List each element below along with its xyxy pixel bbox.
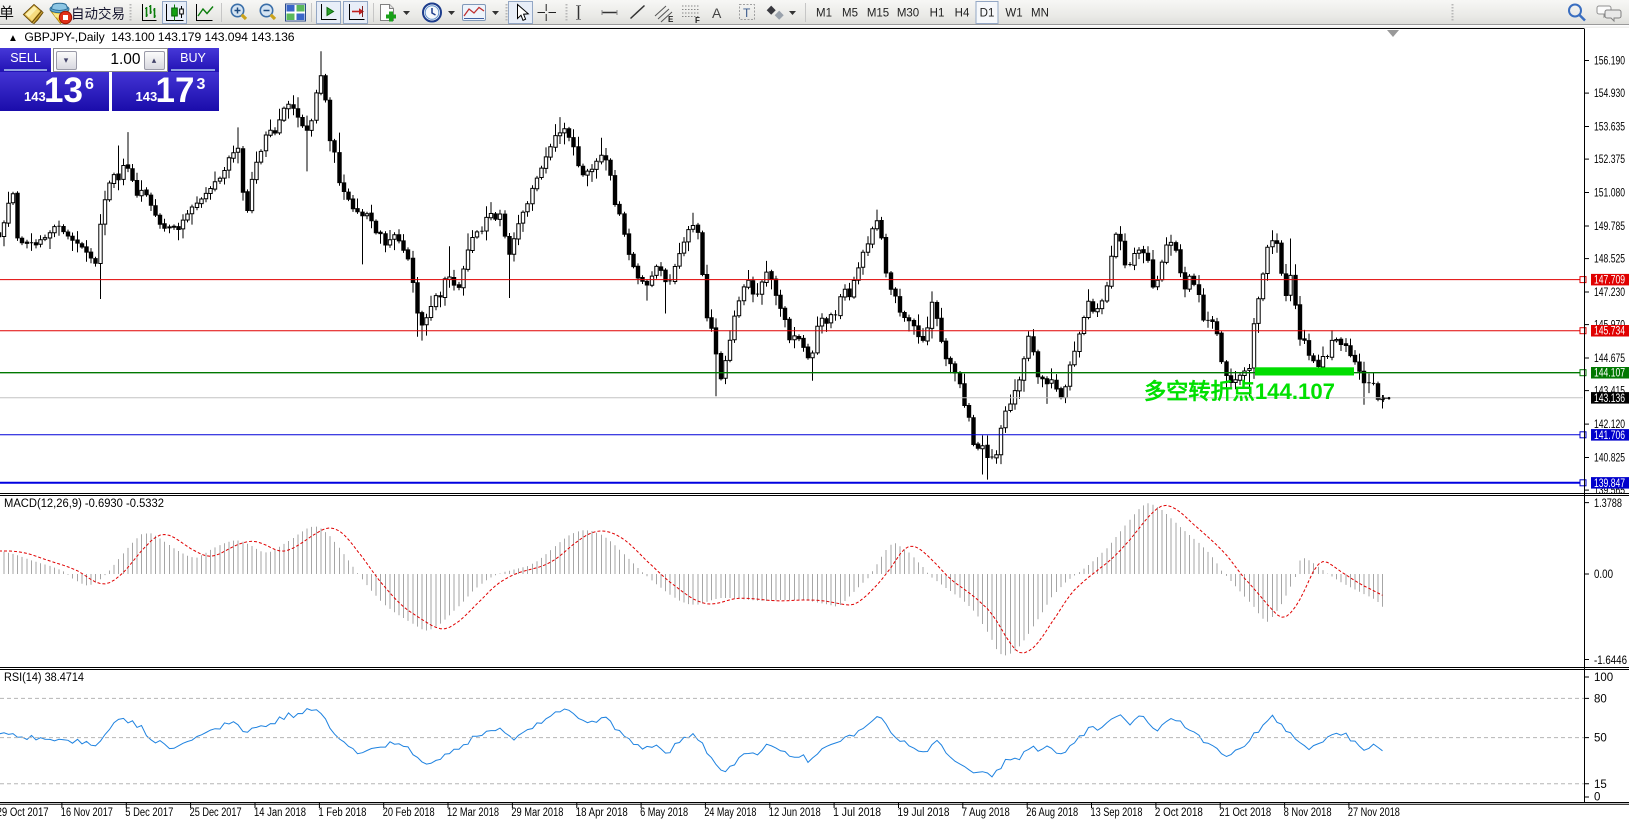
svg-text:144.107: 144.107	[1594, 368, 1625, 380]
svg-text:143.136: 143.136	[1594, 393, 1625, 405]
svg-text:-1.6446: -1.6446	[1594, 655, 1627, 667]
svg-text:M30: M30	[897, 8, 919, 20]
svg-text:多空转折点144.107: 多空转折点144.107	[1144, 379, 1335, 404]
svg-text:100: 100	[1594, 672, 1613, 684]
svg-text:142.120: 142.120	[1594, 419, 1625, 431]
svg-text:26 Aug 2018: 26 Aug 2018	[1026, 807, 1078, 819]
svg-text:RSI(14) 38.4714: RSI(14) 38.4714	[4, 672, 85, 684]
svg-text:MN: MN	[1031, 8, 1049, 20]
svg-text:单: 单	[0, 5, 14, 22]
svg-text:29 Oct 2017: 29 Oct 2017	[0, 807, 49, 819]
svg-text:18 Apr 2018: 18 Apr 2018	[576, 807, 628, 819]
svg-text:F: F	[695, 16, 700, 25]
svg-text:27 Nov 2018: 27 Nov 2018	[1348, 807, 1400, 819]
svg-text:152.375: 152.375	[1594, 154, 1625, 166]
svg-text:H1: H1	[930, 8, 945, 20]
svg-text:20 Feb 2018: 20 Feb 2018	[383, 807, 435, 819]
svg-text:139.847: 139.847	[1594, 478, 1625, 490]
svg-text:16 Nov 2017: 16 Nov 2017	[61, 807, 113, 819]
svg-text:M15: M15	[867, 8, 889, 20]
svg-text:5 Dec 2017: 5 Dec 2017	[125, 807, 173, 819]
svg-text:21 Oct 2018: 21 Oct 2018	[1219, 807, 1271, 819]
svg-text:7 Aug 2018: 7 Aug 2018	[962, 807, 1010, 819]
svg-text:149.785: 149.785	[1594, 221, 1625, 233]
svg-text:140.825: 140.825	[1594, 453, 1625, 465]
svg-text:50: 50	[1594, 733, 1607, 745]
svg-text:29 Mar 2018: 29 Mar 2018	[511, 807, 563, 819]
svg-text:D1: D1	[980, 8, 995, 20]
svg-text:M1: M1	[816, 8, 832, 20]
svg-text:E: E	[668, 15, 674, 24]
svg-text:MACD(12,26,9) -0.6930 -0.5332: MACD(12,26,9) -0.6930 -0.5332	[4, 498, 164, 510]
svg-text:19 Jul 2018: 19 Jul 2018	[898, 807, 950, 819]
svg-text:8 Nov 2018: 8 Nov 2018	[1284, 807, 1332, 819]
svg-text:154.930: 154.930	[1594, 88, 1625, 100]
svg-text:15: 15	[1594, 779, 1607, 791]
svg-text:141.706: 141.706	[1594, 430, 1625, 442]
svg-text:M5: M5	[842, 8, 858, 20]
svg-text:144.675: 144.675	[1594, 353, 1625, 365]
svg-text:151.080: 151.080	[1594, 188, 1625, 200]
svg-text:156.190: 156.190	[1594, 56, 1625, 68]
svg-text:1.3788: 1.3788	[1594, 498, 1622, 510]
svg-text:T: T	[743, 6, 751, 20]
svg-text:13 Sep 2018: 13 Sep 2018	[1091, 807, 1143, 819]
svg-text:147.230: 147.230	[1594, 287, 1625, 299]
svg-text:24 May 2018: 24 May 2018	[704, 807, 756, 819]
svg-text:12 Jun 2018: 12 Jun 2018	[769, 807, 821, 819]
svg-text:6 May 2018: 6 May 2018	[640, 807, 688, 819]
svg-text:2 Oct 2018: 2 Oct 2018	[1155, 807, 1203, 819]
svg-text:1 Feb 2018: 1 Feb 2018	[318, 807, 366, 819]
svg-text:W1: W1	[1005, 8, 1022, 20]
svg-text:148.525: 148.525	[1594, 254, 1625, 266]
svg-text:自动交易: 自动交易	[71, 6, 125, 22]
svg-text:H4: H4	[955, 8, 970, 20]
svg-text:0.00: 0.00	[1594, 569, 1613, 581]
svg-text:80: 80	[1594, 693, 1607, 705]
svg-text:1 Jul 2018: 1 Jul 2018	[833, 807, 881, 819]
svg-text:153.635: 153.635	[1594, 122, 1625, 134]
svg-text:A: A	[712, 5, 722, 21]
svg-text:25 Dec 2017: 25 Dec 2017	[190, 807, 242, 819]
svg-text:0: 0	[1594, 792, 1600, 804]
svg-text:145.734: 145.734	[1594, 326, 1625, 338]
svg-text:147.709: 147.709	[1594, 275, 1625, 287]
svg-text:12 Mar 2018: 12 Mar 2018	[447, 807, 499, 819]
svg-text:14 Jan 2018: 14 Jan 2018	[254, 807, 306, 819]
